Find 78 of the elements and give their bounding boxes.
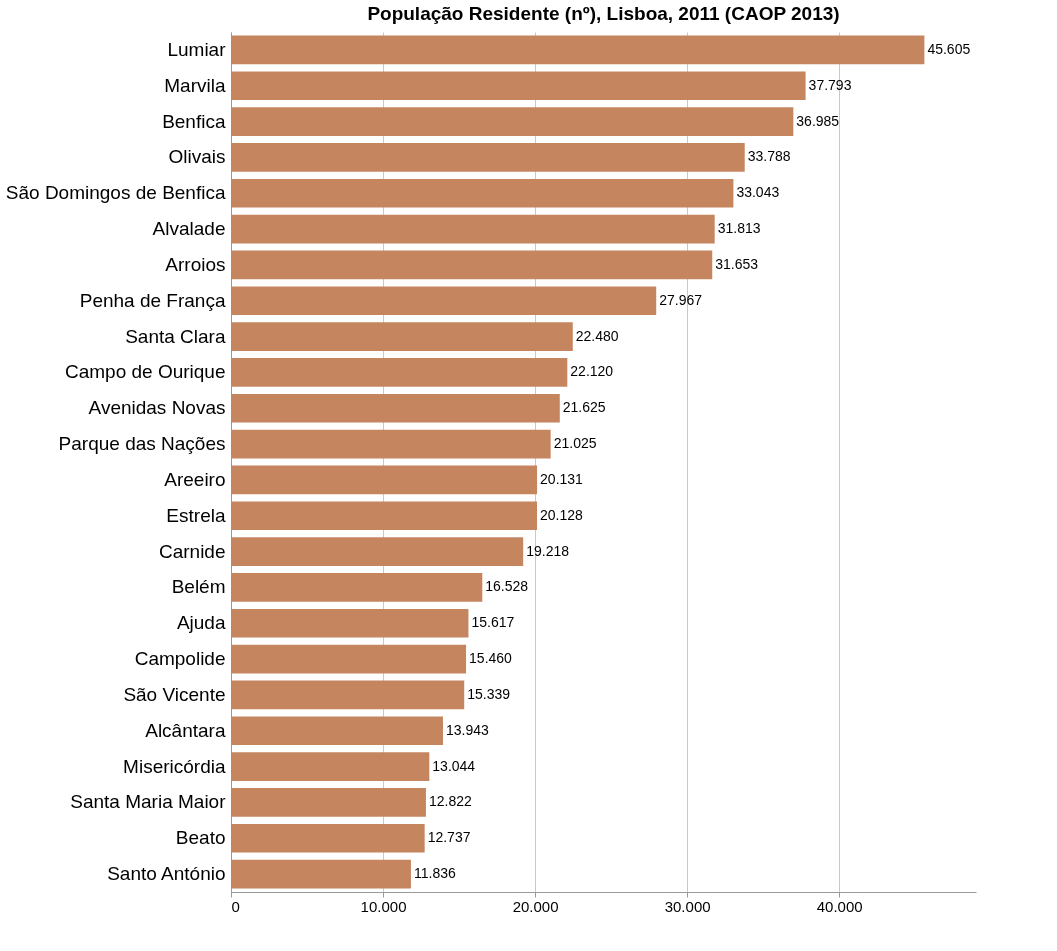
y-tick-label: Penha de França (79, 289, 226, 311)
data-label: 22.480 (575, 327, 619, 344)
bar (231, 501, 538, 531)
y-tick-label: Ajuda (176, 612, 226, 634)
chart-title: População Residente (nº), Lisboa, 2011 (CAOP 2013) (367, 3, 840, 24)
data-label: 11.836 (413, 865, 456, 882)
bar (231, 35, 925, 65)
x-tick-label: 10.000 (360, 897, 407, 915)
bar (231, 788, 426, 817)
data-label: 15.339 (467, 685, 511, 702)
bar (231, 859, 411, 889)
data-label: 15.460 (469, 650, 513, 667)
bar (231, 143, 745, 172)
y-tick-label: Campolide (134, 648, 226, 670)
y-tick-label: Santa Clara (125, 325, 226, 347)
data-label: 13.943 (445, 721, 490, 738)
bar (231, 752, 430, 781)
y-tick-label: Estrela (166, 504, 226, 526)
bar (231, 214, 715, 244)
y-tick-label: Areeiro (164, 468, 226, 490)
data-label: 21.625 (562, 399, 606, 416)
y-tick-label: Santo António (107, 863, 226, 885)
x-tick-label: 20.000 (512, 897, 559, 915)
x-tick-label: 30.000 (664, 897, 711, 915)
y-tick-label: Santa Maria Maior (70, 791, 227, 813)
y-tick-label: Parque das Nações (58, 433, 226, 455)
data-label: 33.788 (747, 148, 791, 165)
data-label: 12.737 (427, 829, 471, 846)
bar (231, 644, 467, 674)
y-tick-label: Alvalade (152, 218, 226, 240)
y-tick-label: Benfica (162, 110, 226, 132)
data-label: 45.605 (927, 40, 971, 57)
y-tick-label: Marvila (164, 74, 226, 96)
data-label: 15.617 (471, 614, 515, 631)
data-label: 31.653 (715, 255, 759, 272)
bar (231, 178, 734, 208)
y-tick-label: São Vicente (123, 683, 226, 705)
bar (231, 573, 483, 602)
data-label: 20.131 (540, 470, 584, 487)
x-tick-label: 40.000 (816, 897, 863, 915)
bar (231, 71, 806, 101)
data-label: 21.025 (553, 435, 597, 452)
y-tick-label: Avenidas Novas (88, 397, 226, 419)
data-label: 27.967 (659, 291, 703, 308)
bar (231, 250, 713, 280)
data-label: 33.043 (736, 184, 780, 201)
bar (231, 465, 538, 495)
data-label: 20.128 (540, 506, 584, 523)
y-tick-label: Belém (171, 576, 226, 598)
bar (231, 107, 794, 136)
bar (231, 322, 573, 351)
bar (231, 716, 443, 746)
y-tick-label: Campo de Ourique (64, 361, 226, 383)
data-label: 36.985 (796, 112, 840, 129)
data-label: 12.822 (428, 793, 472, 810)
y-tick-label: São Domingos de Benfica (5, 182, 226, 204)
data-label: 31.813 (717, 220, 761, 237)
bar (231, 823, 425, 853)
data-label: 13.044 (432, 757, 476, 774)
bar (231, 608, 469, 638)
y-tick-label: Misericórdia (123, 755, 226, 777)
bar (231, 537, 524, 566)
y-tick-label: Lumiar (167, 38, 227, 60)
y-tick-label: Alcântara (145, 719, 226, 741)
y-tick-label: Carnide (158, 540, 226, 562)
bar (231, 358, 568, 387)
data-label: 19.218 (526, 542, 570, 559)
x-tick-label: 0 (231, 897, 240, 915)
data-label: 37.793 (808, 76, 852, 93)
bar (231, 680, 465, 710)
data-label: 22.120 (570, 363, 614, 380)
bar (231, 429, 551, 459)
bar (231, 286, 657, 316)
y-tick-label: Beato (175, 827, 226, 849)
bar (231, 393, 560, 423)
y-tick-label: Arroios (165, 253, 226, 275)
y-tick-label: Olivais (168, 146, 226, 168)
data-label: 16.528 (485, 578, 529, 595)
